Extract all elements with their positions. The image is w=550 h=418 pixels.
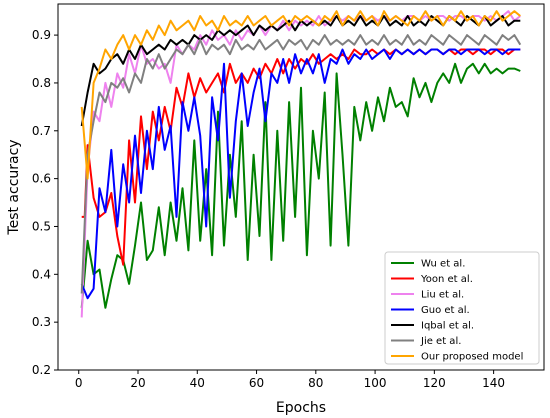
y-axis-label: Test accuracy — [6, 139, 22, 235]
x-tick-label: 140 — [482, 376, 505, 390]
y-tick-label: 0.6 — [32, 172, 51, 186]
y-tick-label: 0.5 — [32, 219, 51, 233]
y-tick-label: 0.2 — [32, 363, 51, 377]
legend-label-1: Yoon et al. — [420, 274, 473, 285]
plot-frame — [57, 3, 545, 371]
x-axis-label: Epochs — [276, 400, 326, 416]
x-tick-label: 0 — [75, 376, 83, 390]
x-tick-label: 60 — [249, 376, 264, 390]
series-line-3 — [80, 48, 521, 300]
x-tick-label: 20 — [130, 376, 145, 390]
legend-box — [384, 251, 540, 365]
legend-label-2: Liu et al. — [421, 290, 464, 301]
legend-label-5: Jie et al. — [420, 336, 461, 347]
legend-label-4: Iqbal et al. — [421, 321, 474, 332]
y-tick-label: 0.4 — [32, 267, 51, 281]
legend: Wu et al. Yoon et al. Liu et al. Guo et al.… — [384, 251, 540, 365]
y-tick-label: 0.8 — [32, 76, 51, 90]
y-tick-label: 0.9 — [32, 28, 51, 42]
series-line-6 — [80, 10, 521, 180]
x-tick-label: 100 — [364, 376, 387, 390]
series-line-0 — [80, 62, 521, 309]
x-tick-label: 80 — [308, 376, 323, 390]
y-tick-label: 0.3 — [32, 315, 51, 329]
plot-lines — [80, 10, 522, 318]
legend-label-0: Wu et al. — [421, 259, 465, 270]
x-axis-ticks: 0 20 40 60 80 100 120 140 — [75, 370, 505, 390]
x-tick-label: 120 — [423, 376, 446, 390]
legend-label-6: Our proposed model — [421, 352, 523, 363]
legend-label-3: Guo et al. — [421, 305, 470, 316]
x-tick-label: 40 — [190, 376, 205, 390]
y-axis-ticks: 0.2 0.3 0.4 0.5 0.6 0.7 0.8 0.9 — [32, 28, 58, 377]
series-line-5 — [80, 34, 522, 294]
y-tick-label: 0.7 — [32, 124, 51, 138]
